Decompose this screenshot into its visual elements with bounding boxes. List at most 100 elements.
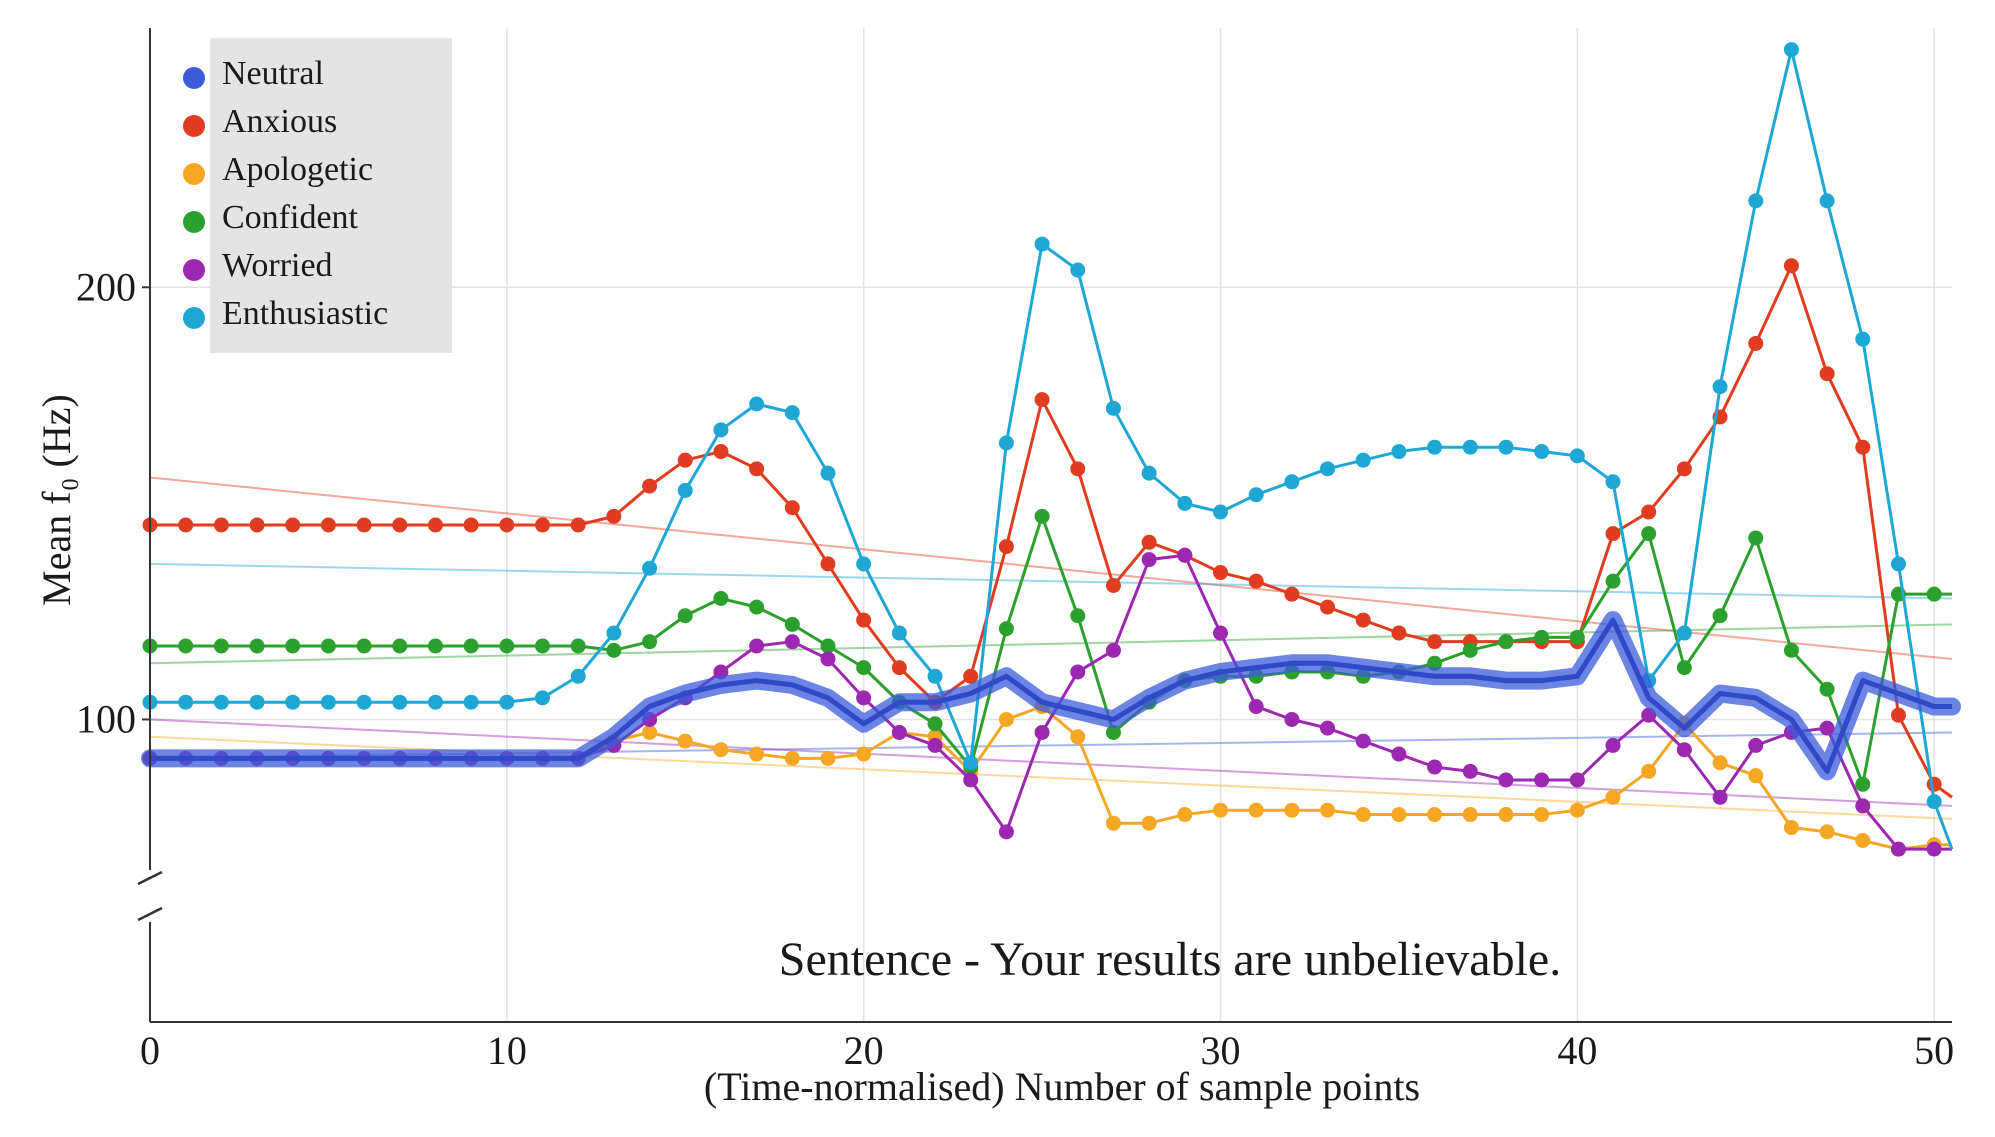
data-point-confident bbox=[1819, 681, 1835, 697]
data-point-confident bbox=[427, 638, 443, 654]
series-line-anxious bbox=[150, 264, 1953, 799]
data-point-enthusiastic bbox=[784, 405, 800, 421]
data-point-apologetic bbox=[1320, 802, 1336, 818]
y-axis-label: Mean f₀ (Hz) bbox=[34, 394, 79, 606]
data-point-worried bbox=[1605, 737, 1621, 753]
data-point-confident bbox=[820, 638, 836, 654]
data-point-confident bbox=[1034, 508, 1050, 524]
data-point-anxious bbox=[891, 660, 907, 676]
data-point-enthusiastic bbox=[856, 556, 872, 572]
data-point-apologetic bbox=[677, 733, 693, 749]
data-point-enthusiastic bbox=[1783, 42, 1799, 58]
data-point-confident bbox=[285, 638, 301, 654]
data-point-enthusiastic bbox=[606, 625, 622, 641]
data-point-enthusiastic bbox=[1320, 461, 1336, 477]
legend-label-worried: Worried bbox=[222, 247, 333, 284]
data-point-apologetic bbox=[642, 724, 658, 740]
x-tick-label: 20 bbox=[844, 1028, 884, 1073]
data-point-anxious bbox=[963, 668, 979, 684]
data-point-confident bbox=[178, 638, 194, 654]
data-point-apologetic bbox=[1070, 729, 1086, 745]
y-tick-label: 100 bbox=[76, 696, 136, 741]
data-point-enthusiastic bbox=[1605, 474, 1621, 490]
data-point-worried bbox=[1355, 733, 1371, 749]
data-point-anxious bbox=[499, 517, 515, 533]
series-layer bbox=[141, 42, 1961, 857]
data-point-apologetic bbox=[1641, 763, 1657, 779]
data-point-anxious bbox=[677, 452, 693, 468]
data-point-worried bbox=[1427, 759, 1443, 775]
data-point-confident bbox=[998, 621, 1014, 637]
data-point-anxious bbox=[570, 517, 586, 533]
data-point-anxious bbox=[249, 517, 265, 533]
data-point-anxious bbox=[1284, 586, 1300, 602]
data-point-apologetic bbox=[1212, 802, 1228, 818]
legend: Neutral Anxious Apologetic Confident Worried… bbox=[183, 38, 452, 353]
data-point-worried bbox=[927, 737, 943, 753]
data-point-enthusiastic bbox=[1926, 794, 1942, 810]
data-point-apologetic bbox=[1141, 815, 1157, 831]
data-point-enthusiastic bbox=[1498, 439, 1514, 455]
data-point-apologetic bbox=[1534, 807, 1550, 823]
data-point-anxious bbox=[320, 517, 336, 533]
y-axis-break-mark bbox=[137, 870, 163, 922]
data-point-confident bbox=[463, 638, 479, 654]
data-point-confident bbox=[213, 638, 229, 654]
data-point-apologetic bbox=[1391, 807, 1407, 823]
data-point-apologetic bbox=[784, 750, 800, 766]
data-point-anxious bbox=[1212, 565, 1228, 581]
data-point-anxious bbox=[1320, 599, 1336, 615]
data-point-apologetic bbox=[1355, 807, 1371, 823]
x-tick-label: 50 bbox=[1914, 1028, 1954, 1073]
data-point-confident bbox=[784, 616, 800, 632]
data-point-enthusiastic bbox=[1248, 487, 1264, 503]
data-point-anxious bbox=[820, 556, 836, 572]
legend-box bbox=[210, 38, 452, 353]
axes-layer bbox=[137, 28, 1952, 1023]
data-point-apologetic bbox=[1427, 807, 1443, 823]
data-point-enthusiastic bbox=[1855, 331, 1871, 347]
data-point-anxious bbox=[1641, 504, 1657, 520]
data-point-worried bbox=[1284, 711, 1300, 727]
data-point-anxious bbox=[392, 517, 408, 533]
trend-line-enthusiastic bbox=[149, 562, 1953, 600]
data-point-worried bbox=[1748, 737, 1764, 753]
data-point-confident bbox=[1748, 530, 1764, 546]
series-anxious bbox=[142, 258, 1953, 799]
data-point-anxious bbox=[1605, 526, 1621, 542]
data-point-enthusiastic bbox=[285, 694, 301, 710]
data-point-anxious bbox=[1248, 573, 1264, 589]
data-point-anxious bbox=[427, 517, 443, 533]
x-tick-label: 30 bbox=[1200, 1028, 1240, 1073]
data-point-confident bbox=[1712, 608, 1728, 624]
data-point-apologetic bbox=[1569, 802, 1585, 818]
data-point-worried bbox=[749, 638, 765, 654]
data-point-worried bbox=[1070, 664, 1086, 680]
data-point-anxious bbox=[1819, 366, 1835, 382]
legend-label-neutral: Neutral bbox=[222, 55, 324, 92]
data-point-enthusiastic bbox=[1070, 262, 1086, 278]
data-point-enthusiastic bbox=[1355, 452, 1371, 468]
data-point-confident bbox=[1534, 629, 1550, 645]
data-point-enthusiastic bbox=[249, 694, 265, 710]
legend-marker-worried bbox=[183, 259, 205, 281]
data-point-anxious bbox=[213, 517, 229, 533]
data-point-confident bbox=[1783, 642, 1799, 658]
data-point-worried bbox=[1320, 720, 1336, 736]
data-point-anxious bbox=[1070, 461, 1086, 477]
data-point-anxious bbox=[1890, 707, 1906, 723]
data-point-anxious bbox=[1783, 258, 1799, 274]
data-point-enthusiastic bbox=[570, 668, 586, 684]
data-point-enthusiastic bbox=[820, 465, 836, 481]
trend-line-worried bbox=[149, 718, 1953, 807]
data-point-enthusiastic bbox=[535, 690, 551, 706]
data-point-enthusiastic bbox=[1819, 193, 1835, 209]
data-point-worried bbox=[891, 724, 907, 740]
data-point-apologetic bbox=[713, 742, 729, 758]
data-point-enthusiastic bbox=[1391, 444, 1407, 460]
legend-label-apologetic: Apologetic bbox=[222, 151, 373, 188]
data-point-anxious bbox=[463, 517, 479, 533]
data-point-confident bbox=[1605, 573, 1621, 589]
data-point-apologetic bbox=[1748, 768, 1764, 784]
